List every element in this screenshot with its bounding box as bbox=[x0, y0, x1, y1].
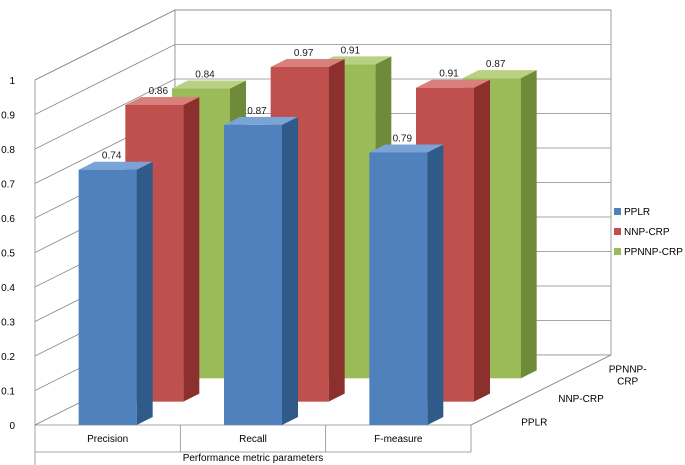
depth-axis-label: NNP-CRP bbox=[558, 394, 604, 405]
x-axis-title: Performance metric parameters bbox=[183, 453, 324, 464]
y-tick-label: 0.4 bbox=[1, 283, 15, 294]
bar-side bbox=[136, 161, 153, 425]
bar-side bbox=[183, 96, 200, 402]
legend-swatch bbox=[614, 208, 621, 215]
bar-front bbox=[78, 169, 137, 425]
bars: 0.84 0.91 0.87 0.86 0.97 0.91 0.74 0.87 0.79 bbox=[78, 45, 537, 425]
gridline bbox=[34, 44, 611, 115]
bar-pplr-recall bbox=[224, 116, 298, 425]
y-tick-label: 0.7 bbox=[1, 180, 15, 191]
depth-axis-label: PPLR bbox=[521, 417, 547, 428]
bar-top bbox=[78, 161, 153, 170]
x-tick-label: Recall bbox=[239, 434, 267, 445]
y-tick-label: 0.6 bbox=[1, 214, 15, 225]
bar-pplr-f-measure bbox=[369, 144, 444, 425]
bar-top bbox=[224, 116, 298, 125]
y-tick-label: 0 bbox=[9, 421, 15, 432]
y-tick-label: 0.2 bbox=[1, 352, 15, 363]
bar-front bbox=[369, 152, 428, 425]
bar-side bbox=[328, 59, 345, 402]
y-tick-label: 0.5 bbox=[1, 249, 15, 260]
data-label: 0.79 bbox=[393, 133, 413, 144]
y-tick-label: 0.3 bbox=[1, 318, 15, 329]
data-label: 0.86 bbox=[149, 86, 169, 97]
bar-side bbox=[474, 79, 490, 402]
data-label: 0.74 bbox=[102, 151, 122, 162]
legend-swatch bbox=[614, 248, 621, 255]
bar-side bbox=[520, 70, 537, 379]
data-label: 0.97 bbox=[294, 48, 314, 59]
bar-front bbox=[224, 124, 282, 425]
bar-side bbox=[282, 116, 298, 425]
y-tick-label: 0.1 bbox=[1, 387, 15, 398]
data-label: 0.87 bbox=[486, 59, 506, 70]
y-tick-label: 0.8 bbox=[1, 145, 15, 156]
bar-side bbox=[427, 144, 444, 425]
bar-top bbox=[369, 144, 444, 153]
depth-axis-label: CRP bbox=[617, 377, 638, 388]
legend-swatch bbox=[614, 228, 621, 235]
legend-label: PPLR bbox=[624, 207, 650, 218]
data-label: 0.84 bbox=[195, 70, 215, 81]
bar-top bbox=[270, 59, 345, 68]
data-label: 0.91 bbox=[439, 69, 459, 80]
legend: PPLR NNP-CRP PPNNP-CRP bbox=[614, 207, 683, 258]
gridline bbox=[34, 9, 611, 81]
data-label: 0.87 bbox=[247, 106, 267, 117]
y-tick-label: 0.9 bbox=[1, 111, 15, 122]
bar-top bbox=[125, 96, 200, 105]
x-tick-label: F-measure bbox=[374, 434, 423, 445]
y-tick-label: 1 bbox=[9, 76, 15, 87]
data-label: 0.91 bbox=[341, 45, 361, 56]
depth-axis-label: PPNNP- bbox=[609, 365, 647, 376]
bar-top bbox=[172, 80, 246, 89]
x-tick-label: Precision bbox=[87, 434, 128, 445]
bar-top bbox=[416, 79, 490, 88]
bar-pplr-precision bbox=[78, 161, 153, 425]
legend-label: NNP-CRP bbox=[624, 227, 670, 238]
category-table: Precision Recall F-measure Performance metr… bbox=[34, 425, 472, 465]
depth-axis-line bbox=[470, 354, 612, 426]
legend-label: PPNNP-CRP bbox=[624, 247, 683, 258]
depth-axis: PPLR NNP-CRP PPNNP-CRP bbox=[470, 354, 647, 428]
bar-top bbox=[462, 70, 537, 79]
